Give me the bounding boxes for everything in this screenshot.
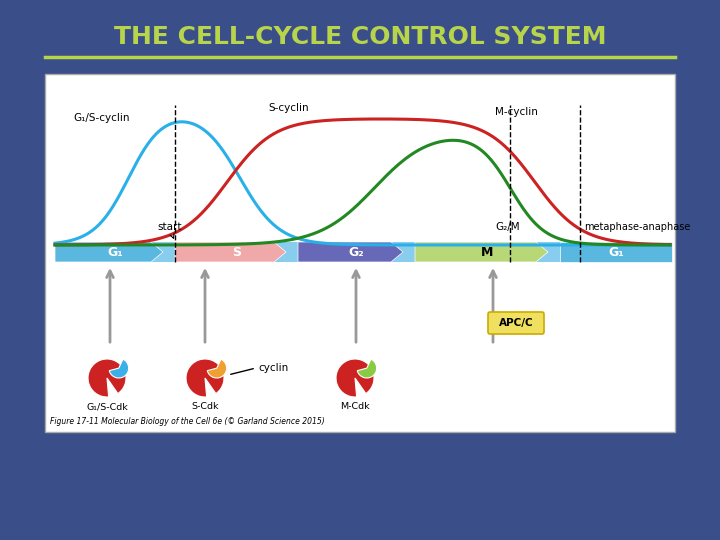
Text: G₁/S-cyclin: G₁/S-cyclin (73, 113, 130, 123)
Wedge shape (357, 359, 377, 378)
Text: G₂/M: G₂/M (495, 222, 521, 232)
Text: S-Cdk: S-Cdk (192, 402, 219, 411)
Text: M-Cdk: M-Cdk (340, 402, 370, 411)
Text: THE CELL-CYCLE CONTROL SYSTEM: THE CELL-CYCLE CONTROL SYSTEM (114, 25, 606, 49)
Text: Figure 17-11 Molecular Biology of the Cell 6e (© Garland Science 2015): Figure 17-11 Molecular Biology of the Ce… (50, 417, 325, 426)
Wedge shape (88, 359, 126, 397)
Text: G₂: G₂ (348, 246, 364, 259)
Wedge shape (336, 359, 374, 397)
FancyBboxPatch shape (488, 312, 544, 334)
Text: start: start (157, 222, 181, 238)
FancyArrow shape (55, 242, 163, 262)
Text: cyclin: cyclin (258, 363, 288, 373)
Text: S: S (232, 246, 241, 259)
Bar (55, 242, 672, 262)
Text: G₁/S-Cdk: G₁/S-Cdk (86, 402, 128, 411)
Text: S-cyclin: S-cyclin (269, 103, 309, 113)
Text: M: M (481, 246, 494, 259)
Text: G₁: G₁ (608, 246, 624, 259)
Bar (45, 74, 675, 432)
Wedge shape (109, 359, 129, 378)
FancyArrow shape (175, 242, 286, 262)
Text: M-cyclin: M-cyclin (495, 107, 538, 117)
FancyArrow shape (298, 242, 403, 262)
Wedge shape (207, 359, 227, 378)
Text: G₁: G₁ (107, 246, 123, 259)
FancyArrow shape (560, 242, 672, 262)
Text: APC/C: APC/C (499, 318, 534, 328)
Wedge shape (186, 359, 224, 397)
Text: metaphase-anaphase: metaphase-anaphase (584, 222, 690, 232)
FancyArrow shape (415, 242, 548, 262)
